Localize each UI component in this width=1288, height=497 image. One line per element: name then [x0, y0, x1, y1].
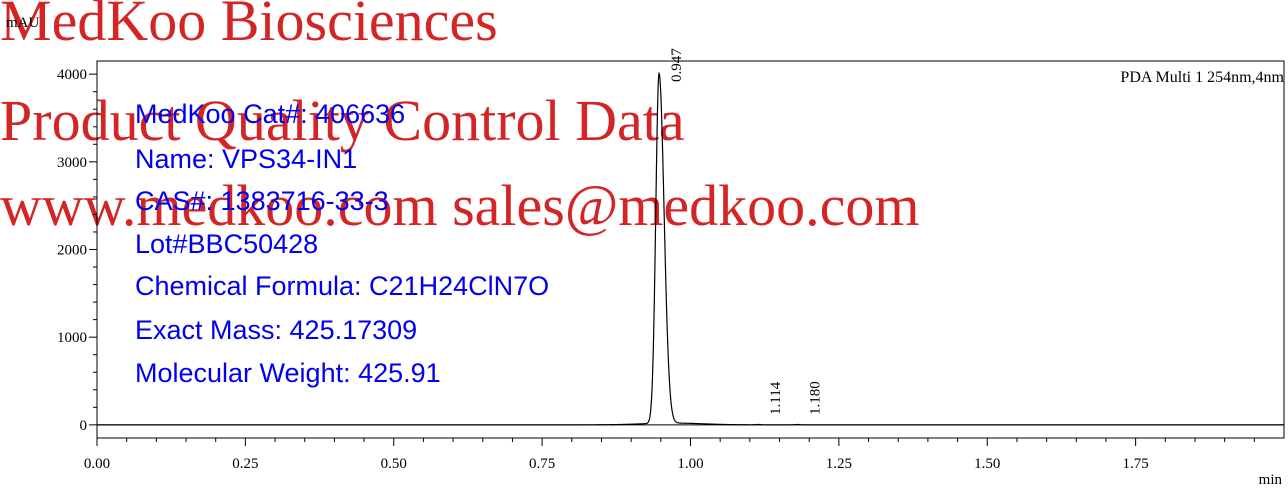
peak-label: 1.114	[768, 381, 784, 415]
info-formula: Chemical Formula: C21H24ClN7O	[135, 271, 550, 301]
trace-label: PDA Multi 1 254nm,4nm	[1120, 69, 1284, 86]
x-tick-label: 1.75	[1123, 456, 1149, 472]
info-cas: CAS#: 1383716-33-3	[135, 186, 389, 216]
x-tick-label: 0.25	[232, 456, 258, 472]
info-mw: Molecular Weight: 425.91	[135, 358, 441, 388]
chromatogram-trace	[97, 71, 1284, 426]
peak-label: 1.180	[807, 381, 823, 415]
y-tick-label: 4000	[57, 67, 87, 83]
x-tick-label: 0.75	[529, 456, 555, 472]
y-axis-unit: mAU	[6, 15, 40, 31]
y-tick-label: 1000	[57, 330, 87, 346]
x-tick-label: 0.00	[84, 456, 110, 472]
x-axis-unit: min	[1258, 472, 1282, 488]
y-tick-label: 2000	[57, 243, 87, 259]
x-tick-label: 1.25	[826, 456, 852, 472]
info-exact-mass: Exact Mass: 425.17309	[135, 315, 418, 345]
peak-label: 0.947	[669, 48, 685, 82]
info-cat: MedKoo Cat#: 406636	[135, 99, 406, 129]
x-tick-label: 0.50	[381, 456, 407, 472]
x-tick-label: 1.00	[677, 456, 703, 472]
x-tick-label: 1.50	[974, 456, 1000, 472]
info-name: Name: VPS34-IN1	[135, 144, 358, 174]
info-lot: Lot#BBC50428	[135, 229, 319, 259]
y-tick-label: 3000	[57, 155, 87, 171]
y-tick-label: 0	[80, 418, 88, 434]
